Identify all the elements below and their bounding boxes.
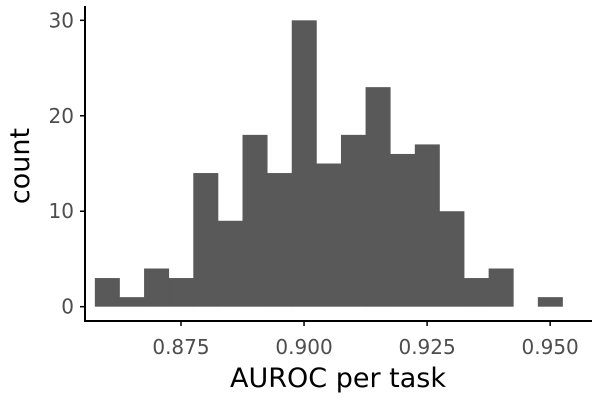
x-tick-label-0.950: 0.950 [522, 335, 579, 359]
x-axis-ticks: 0.875 0.900 0.925 0.950 [152, 321, 579, 359]
y-tick-label-10: 10 [49, 199, 74, 223]
histogram-bar-0 [94, 278, 120, 307]
x-tick-label-0.875: 0.875 [152, 335, 209, 359]
histogram-bar-16 [488, 268, 514, 307]
histogram-bar-4 [193, 173, 219, 307]
histogram-bar-9 [316, 163, 342, 307]
y-tick-label-30: 30 [49, 8, 74, 32]
x-tick-label-0.900: 0.900 [275, 335, 332, 359]
histogram-bar-3 [168, 278, 194, 307]
histogram-bar-10 [340, 134, 366, 307]
y-tick-label-0: 0 [61, 295, 74, 319]
x-tick-label-0.925: 0.925 [398, 335, 455, 359]
y-axis-title: count [5, 128, 36, 204]
histogram-bar-15 [464, 278, 490, 307]
histogram-bar-12 [390, 153, 416, 307]
histogram-bar-6 [242, 134, 268, 307]
y-tick-label-20: 20 [49, 104, 74, 128]
x-axis-title: AUROC per task [230, 363, 446, 394]
histogram-bar-18 [537, 297, 563, 307]
histogram-bar-1 [119, 297, 145, 307]
histogram-bar-2 [144, 268, 170, 307]
y-axis-ticks: 0 10 20 30 [49, 8, 85, 319]
histogram-bar-7 [267, 173, 293, 307]
histogram-bar-8 [291, 20, 317, 307]
histogram-bar-11 [365, 87, 391, 307]
histogram-bars [94, 20, 563, 307]
histogram-bar-13 [414, 144, 440, 307]
histogram-bar-14 [439, 211, 465, 307]
histogram-bar-5 [217, 220, 243, 307]
